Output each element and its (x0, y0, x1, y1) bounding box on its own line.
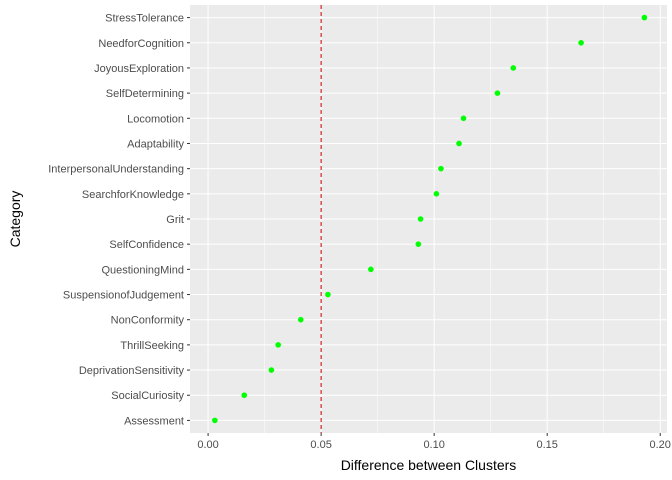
y-tick-label: NonConformity (111, 315, 185, 327)
x-tick-label: 0.05 (310, 439, 331, 451)
x-tick-label: 0.20 (650, 439, 671, 451)
data-point (641, 14, 648, 21)
x-tick-label: 0.15 (536, 439, 557, 451)
x-tick-label: 0.10 (423, 439, 444, 451)
y-tick-label: Locomotion (127, 113, 184, 125)
data-point (578, 39, 584, 46)
data-points (212, 14, 648, 424)
y-tick-label: InterpersonalUnderstanding (48, 164, 184, 176)
y-axis-ticks: StressTolerance NeedforCognition JoyousExp… (48, 13, 190, 427)
data-point (241, 392, 248, 399)
y-tick-label: StressTolerance (105, 13, 184, 25)
major-grid (190, 5, 667, 433)
y-tick-label: QuestioningMind (101, 264, 184, 276)
data-point (275, 342, 281, 348)
y-tick-label: Grit (166, 214, 184, 226)
data-point (456, 140, 462, 147)
x-axis-ticks: 0.00 0.05 0.10 0.15 0.20 (197, 433, 671, 451)
data-point (438, 165, 444, 172)
x-tick-label: 0.00 (197, 439, 218, 451)
data-point (460, 115, 467, 122)
y-tick-label: Adaptability (127, 138, 184, 150)
data-point (510, 65, 517, 71)
x-axis-title: Difference between Clusters (341, 457, 517, 473)
y-tick-label: SocialCuriosity (111, 390, 184, 402)
y-tick-label: NeedforCognition (98, 38, 184, 50)
y-tick-label: SuspensionofJudgement (63, 290, 184, 302)
y-tick-label: Assessment (124, 415, 184, 427)
y-tick-label: JoyousExploration (94, 63, 184, 75)
data-point (325, 291, 331, 298)
y-tick-label: SelfConfidence (109, 239, 184, 251)
data-point (368, 266, 374, 273)
data-point (494, 90, 501, 96)
y-tick-label: ThrillSeeking (120, 340, 184, 352)
data-point (433, 191, 440, 197)
y-axis-title: Category (7, 191, 23, 248)
data-point (268, 367, 275, 373)
data-point (415, 241, 422, 247)
data-point (297, 316, 304, 323)
y-tick-label: SelfDetermining (106, 88, 184, 100)
y-tick-label: DeprivationSensitivity (79, 365, 185, 377)
y-tick-label: SearchforKnowledge (82, 189, 184, 201)
data-point (212, 417, 218, 424)
data-point (417, 216, 424, 222)
